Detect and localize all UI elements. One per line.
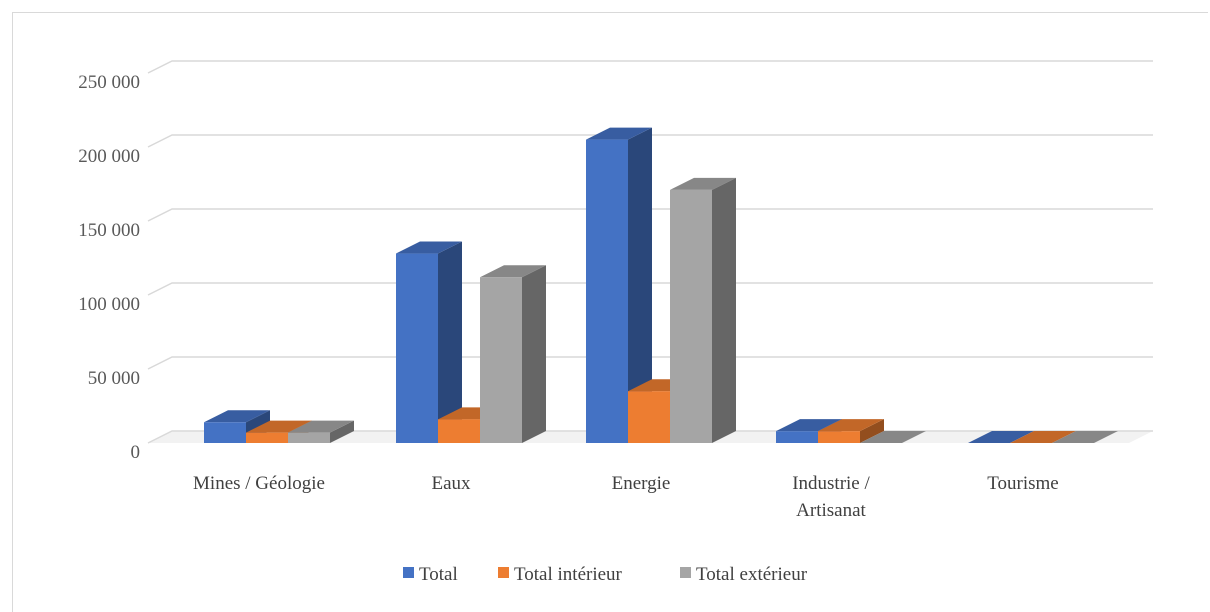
legend-label: Total (419, 564, 458, 585)
legend-swatch (498, 567, 509, 578)
gridline (147, 134, 1153, 148)
gridline (147, 356, 1153, 370)
legend: Total Total intérieur Total extérieur (403, 564, 808, 585)
legend-swatch (403, 567, 414, 578)
y-tick-label: 100 000 (78, 294, 140, 315)
bar-top (288, 420, 354, 433)
y-tick-label: 250 000 (78, 72, 140, 93)
bar (860, 431, 926, 443)
bar-front (438, 419, 480, 443)
legend-entry: Total extérieur (680, 564, 808, 585)
bar-front (628, 391, 670, 443)
category-label: Eaux (431, 473, 471, 494)
bar (586, 127, 652, 443)
y-tick-label: 0 (131, 442, 141, 463)
bar-side (522, 265, 546, 443)
bar-side (860, 419, 884, 443)
y-axis-tick-labels: 0 50 000 100 000 150 000 200 000 250 000 (78, 72, 140, 463)
bar-top (860, 431, 926, 443)
chart-frame (12, 12, 1208, 612)
bar-top (480, 265, 546, 278)
bar (1010, 431, 1076, 443)
bar (288, 420, 354, 443)
bar (818, 419, 884, 443)
bar-front (776, 431, 818, 443)
category-label: Mines / Géologie (193, 473, 325, 494)
x-axis-category-labels: Mines / Géologie Eaux Energie Industrie / Ar… (193, 473, 1059, 521)
bar (968, 431, 1034, 443)
bar-top (246, 420, 312, 433)
y-tick-label: 200 000 (78, 146, 140, 167)
bar-front (246, 432, 288, 443)
bar-top (670, 177, 736, 190)
bar-front (670, 189, 712, 443)
category-label: Industrie / (792, 473, 870, 494)
bar-front (396, 253, 438, 443)
bar-top (1052, 431, 1118, 443)
legend-entry: Total intérieur (498, 564, 623, 585)
bar-top (204, 410, 270, 423)
bar-top (396, 241, 462, 254)
bar-front (204, 422, 246, 443)
y-tick-label: 50 000 (88, 368, 140, 389)
category-label: Energie (612, 473, 671, 494)
gridline (147, 60, 1153, 74)
bar-side (330, 420, 354, 443)
bar-top (586, 127, 652, 140)
bar-top (776, 419, 842, 432)
gridline (147, 282, 1153, 296)
bar-front (586, 139, 628, 443)
bars (204, 127, 1118, 444)
category-label: Artisanat (796, 500, 866, 521)
bar (480, 265, 546, 443)
legend-entry: Total (403, 564, 458, 585)
bar (1052, 431, 1118, 443)
bar-top (1010, 431, 1076, 443)
bar-side (438, 241, 462, 443)
legend-label: Total intérieur (514, 564, 623, 585)
bar (396, 241, 462, 443)
bar-side (628, 127, 652, 443)
bar-front (818, 431, 860, 443)
category-label: Tourisme (987, 473, 1059, 494)
bar (670, 177, 736, 444)
gridline (147, 208, 1153, 222)
y-tick-label: 150 000 (78, 220, 140, 241)
bar-front (480, 277, 522, 443)
bar-top (968, 431, 1034, 443)
legend-label: Total extérieur (696, 564, 808, 585)
bar-front (288, 432, 330, 443)
legend-swatch (680, 567, 691, 578)
bar-side (712, 177, 736, 444)
bar-top (818, 419, 884, 432)
